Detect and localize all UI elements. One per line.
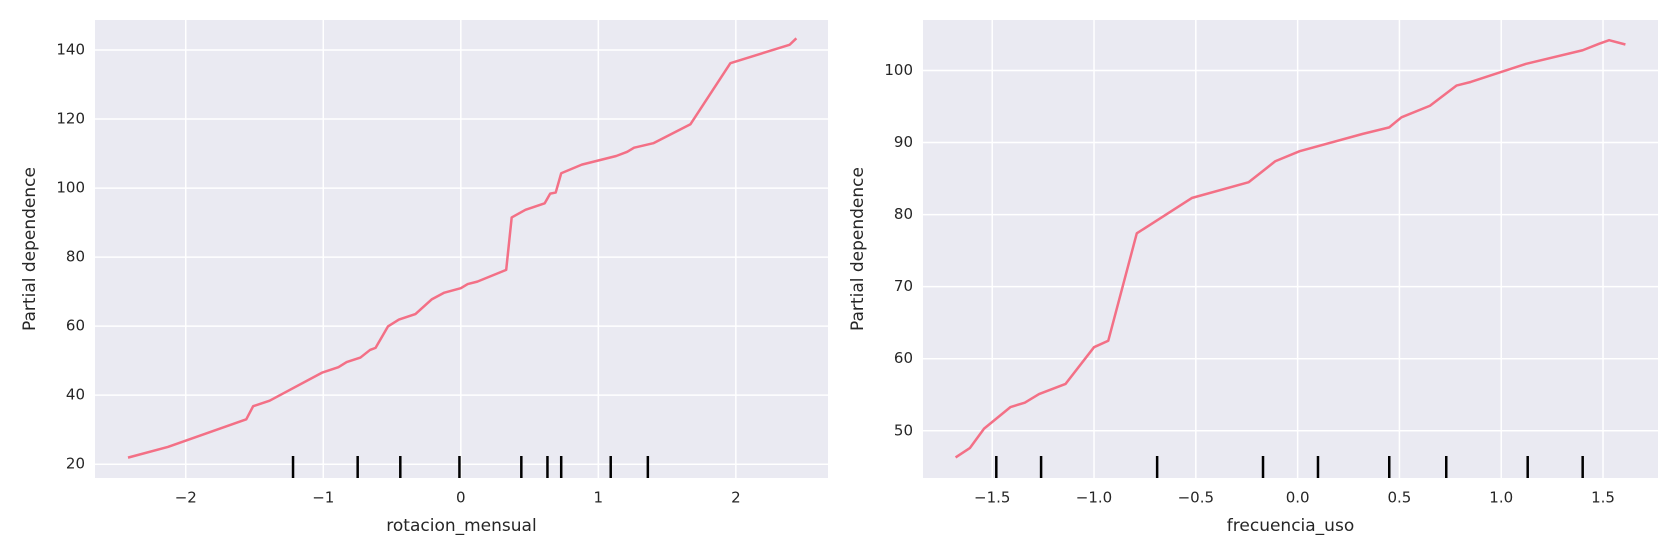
y-tick-label: 90 [894,133,913,151]
y-tick-label: 20 [66,455,85,473]
x-tick-label: −2 [175,489,197,507]
y-tick-label: 70 [894,277,913,295]
y-tick-label: 120 [56,110,85,128]
panel: −1.5 −1.0 −0.5 0.0 0.5 1.0 1.5 50 60 70 80 90 100 fre… [848,20,1658,536]
y-tick-label: 60 [66,317,85,335]
x-axis-label: frecuencia_uso [1227,516,1354,536]
pd-line [954,38,1626,459]
x-axis-label: rotacion_mensual [386,516,536,536]
y-tick-label: 50 [894,421,913,439]
pd-line [127,37,798,459]
x-tick-label: 1.5 [1591,489,1615,507]
y-tick-label: 100 [884,61,913,79]
x-tick-label: 0.5 [1387,489,1411,507]
y-tick-label: 80 [894,205,913,223]
x-tick-label: −1.0 [1076,489,1112,507]
x-tick-label: 0 [456,489,466,507]
x-tick-label: 0.0 [1286,489,1310,507]
plot-area [923,20,1658,478]
x-tick-label: −1.5 [974,489,1010,507]
y-axis-label: Partial dependence [848,167,868,331]
x-tick-label: 1.0 [1489,489,1513,507]
y-axis-label: Partial dependence [20,167,40,331]
x-tick-label: −0.5 [1178,489,1214,507]
y-tick-label: 40 [66,386,85,404]
y-tick-label: 80 [66,248,85,266]
y-tick-label: 140 [56,41,85,59]
panel: −2 −1 0 1 2 20 40 60 80 100 120 140 rotacion_mensual… [20,20,828,536]
y-tick-label: 60 [894,349,913,367]
y-tick-label: 100 [56,179,85,197]
x-tick-label: 2 [731,489,741,507]
x-tick-label: 1 [594,489,604,507]
x-tick-label: −1 [312,489,334,507]
